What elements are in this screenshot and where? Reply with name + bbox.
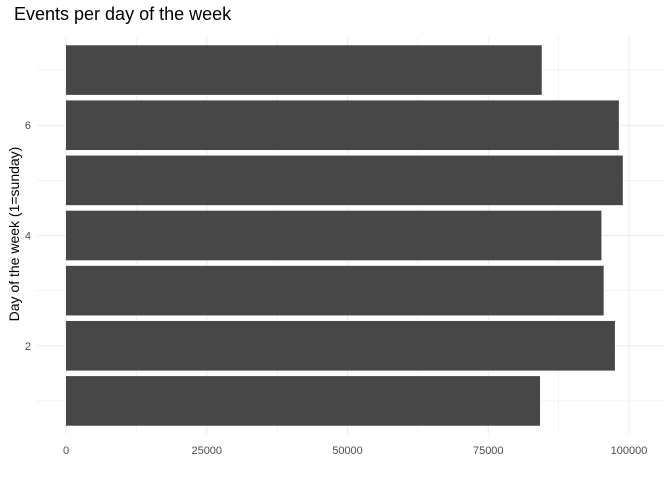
- x-tick-label: 50000: [332, 445, 363, 457]
- y-tick-label: 6: [25, 120, 31, 132]
- y-tick-label: 4: [25, 231, 31, 243]
- y-axis-title: Day of the week (1=sunday): [6, 147, 22, 322]
- y-tick-label: 2: [25, 341, 31, 353]
- x-tick-label: 75000: [473, 445, 504, 457]
- bar-day-3: [66, 265, 604, 316]
- bar-day-7: [66, 45, 542, 95]
- x-axis-tick-labels: 0 25000 50000 75000 100000: [63, 445, 647, 457]
- x-tick-label: 0: [63, 445, 69, 457]
- x-tick-label: 25000: [191, 445, 222, 457]
- bars: [66, 45, 623, 426]
- chart-title: Events per day of the week: [14, 4, 232, 24]
- bar-day-4: [66, 210, 602, 261]
- y-axis-tick-labels: 2 4 6: [25, 120, 31, 353]
- x-tick-label: 100000: [611, 445, 648, 457]
- bar-day-2: [66, 320, 615, 371]
- bar-day-1: [66, 376, 541, 426]
- bar-day-6: [66, 100, 619, 151]
- bar-day-5: [66, 155, 623, 206]
